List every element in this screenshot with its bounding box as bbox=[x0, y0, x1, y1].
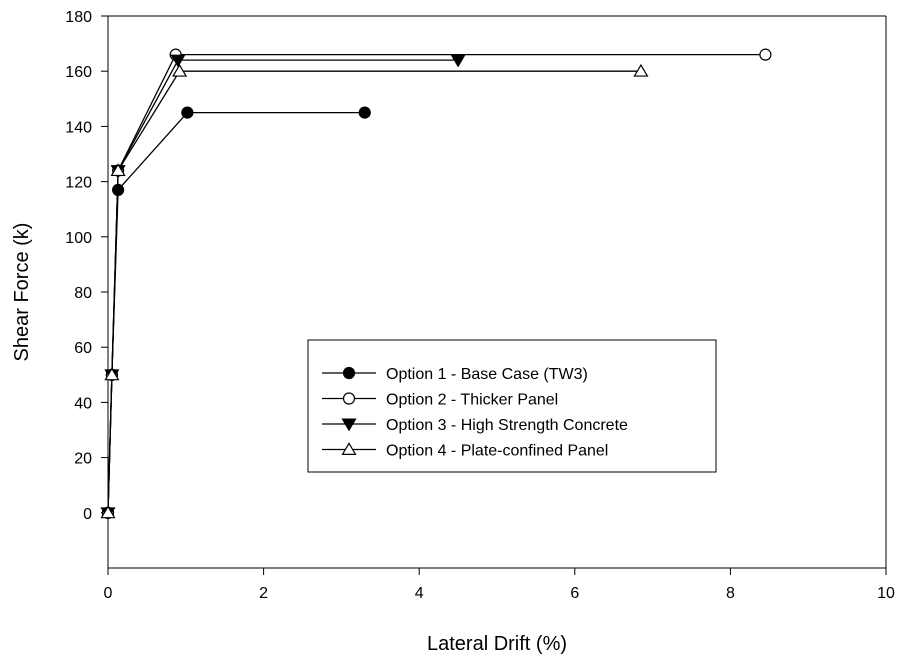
series-4-point bbox=[104, 367, 120, 381]
y-axis-ticks: 0 20 40 60 80 100 120 140 160 180 bbox=[65, 9, 108, 523]
x-axis-title: Lateral Drift (%) bbox=[427, 633, 567, 655]
series-3-point bbox=[170, 54, 186, 68]
plot-frame bbox=[107, 15, 887, 569]
y-tick-label: 0 bbox=[83, 506, 92, 523]
legend-label: Option 3 - High Strength Concrete bbox=[386, 417, 628, 434]
y-tick-label: 60 bbox=[74, 340, 92, 357]
x-tick-label: 2 bbox=[259, 585, 268, 602]
legend-marker bbox=[341, 442, 357, 455]
series-1-point bbox=[181, 106, 194, 119]
legend-marker bbox=[341, 418, 357, 432]
legend-entry-1: Option 1 - Base Case (TW3) bbox=[322, 366, 588, 383]
x-tick-label: 6 bbox=[570, 585, 579, 602]
legend: Option 1 - Base Case (TW3) Option 2 - Thi… bbox=[307, 339, 717, 473]
legend-marker bbox=[342, 366, 356, 380]
series-4-point bbox=[100, 505, 116, 519]
legend-label: Option 4 - Plate-confined Panel bbox=[386, 443, 608, 460]
series-layer bbox=[100, 48, 772, 521]
y-tick-label: 20 bbox=[74, 451, 92, 468]
y-axis-title: Shear Force (k) bbox=[11, 223, 33, 362]
x-tick-label: 0 bbox=[104, 585, 113, 602]
series-4-point bbox=[110, 163, 126, 177]
legend-label: Option 2 - Thicker Panel bbox=[386, 392, 558, 409]
y-tick-label: 40 bbox=[74, 395, 92, 412]
series-4-point bbox=[172, 63, 188, 77]
y-tick-label: 80 bbox=[74, 285, 92, 302]
x-axis-ticks: 0 2 4 6 8 10 bbox=[104, 568, 895, 602]
legend-entry-4: Option 4 - Plate-confined Panel bbox=[322, 442, 608, 460]
x-tick-label: 4 bbox=[415, 585, 424, 602]
series-4-point bbox=[633, 63, 649, 77]
y-tick-label: 140 bbox=[65, 119, 92, 136]
series-3-point bbox=[450, 54, 466, 68]
series-2-point bbox=[759, 48, 772, 61]
legend-entry-3: Option 3 - High Strength Concrete bbox=[322, 417, 628, 434]
legend-entry-2: Option 2 - Thicker Panel bbox=[322, 392, 558, 409]
legend-marker bbox=[342, 392, 356, 405]
x-tick-label: 8 bbox=[726, 585, 735, 602]
y-tick-label: 100 bbox=[65, 230, 92, 247]
series-1-point bbox=[358, 106, 371, 119]
y-tick-label: 180 bbox=[65, 9, 92, 26]
x-tick-label: 10 bbox=[877, 585, 895, 602]
legend-label: Option 1 - Base Case (TW3) bbox=[386, 366, 588, 383]
y-tick-label: 120 bbox=[65, 175, 92, 192]
series-4 bbox=[100, 63, 649, 519]
y-tick-label: 160 bbox=[65, 64, 92, 81]
